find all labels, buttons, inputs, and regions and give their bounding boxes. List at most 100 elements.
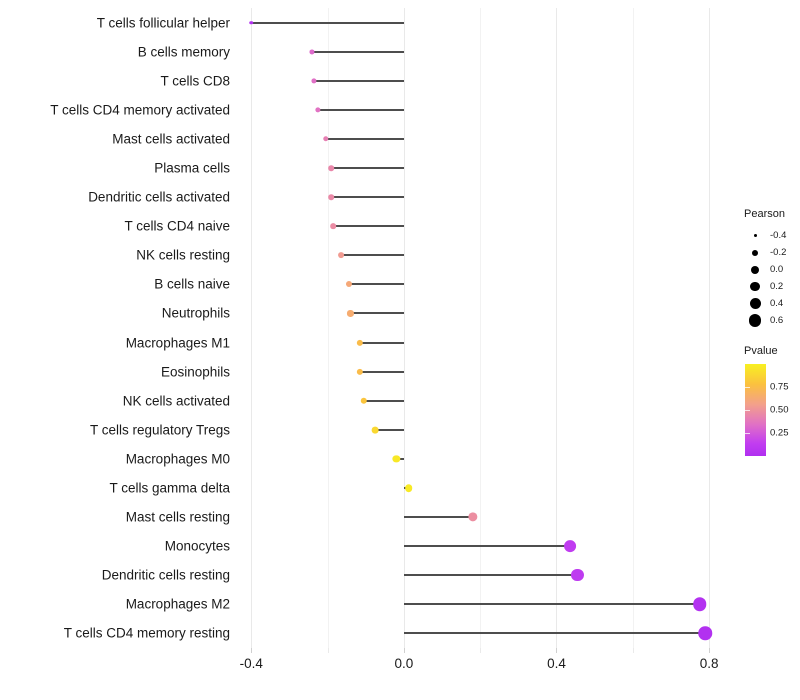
y-axis-tick-label: NK cells activated xyxy=(122,393,230,409)
x-axis-tick-label: 0.0 xyxy=(394,656,414,671)
y-axis-tick-label: NK cells resting xyxy=(136,247,230,263)
y-axis-tick-label: T cells CD4 naive xyxy=(124,218,230,234)
lollipop-stem xyxy=(333,225,404,228)
pearson-legend-item: 0.6 xyxy=(744,312,800,329)
lollipop-stem xyxy=(331,167,404,169)
y-axis-tick-label: B cells naive xyxy=(154,276,230,292)
pearson-legend-item: 0.0 xyxy=(744,261,800,278)
lollipop-stem xyxy=(325,137,404,140)
lollipop-dot xyxy=(467,512,478,522)
pearson-legend-item: 0.4 xyxy=(744,295,800,312)
pearson-legend-dot xyxy=(744,249,766,256)
pearson-legend-dot xyxy=(744,281,766,292)
pearson-legend-dot xyxy=(744,234,766,237)
pearson-legend-label: -0.4 xyxy=(770,230,787,241)
pvalue-colorbar xyxy=(745,364,766,456)
y-axis-tick-label: Macrophages M2 xyxy=(125,596,230,612)
colorbar-tick xyxy=(745,410,750,411)
pearson-legend-label: 0.4 xyxy=(770,298,784,309)
lollipop-dot xyxy=(347,310,354,317)
pearson-size-legend: Pearson -0.4 -0.2 0.0 0.2 0.4 0.6 xyxy=(744,208,800,329)
x-axis-tick-label: -0.4 xyxy=(239,656,263,671)
lollipop-stem xyxy=(363,399,404,402)
lollipop-dot xyxy=(311,78,317,84)
y-axis-tick-label: T cells CD8 xyxy=(160,73,230,89)
lollipop-dot xyxy=(392,455,400,463)
y-axis-tick-label: Dendritic cells activated xyxy=(88,189,230,205)
lollipop-stem xyxy=(403,545,570,548)
lollipop-stem xyxy=(396,457,404,460)
colorbar-tick-label: 0.75 xyxy=(770,381,789,393)
x-axis-tick xyxy=(556,648,558,653)
lollipop-dot xyxy=(249,20,253,25)
lollipop-dot xyxy=(338,252,344,259)
x-axis-minor-tick xyxy=(480,648,482,653)
lollipop-dot xyxy=(692,597,707,612)
lollipop-dot xyxy=(345,281,352,288)
gridline-major xyxy=(709,8,711,648)
y-axis-tick-label: Neutrophils xyxy=(161,305,230,321)
pearson-legend-dot xyxy=(744,314,766,327)
lollipop-stem xyxy=(348,283,404,286)
lollipop-stem xyxy=(403,603,700,606)
pearson-legend-label: 0.6 xyxy=(770,315,784,326)
x-axis-tick-label: 0.4 xyxy=(547,656,566,671)
gridline-minor xyxy=(480,8,482,648)
lollipop-stem xyxy=(360,370,404,373)
lollipop-dot xyxy=(309,49,315,55)
lollipop-dot xyxy=(698,626,713,641)
lollipop-dot xyxy=(356,339,364,346)
gridline-minor xyxy=(327,8,329,648)
lollipop-dot xyxy=(360,397,368,404)
y-axis-tick-label: B cells memory xyxy=(137,44,230,60)
x-axis-tick xyxy=(251,648,253,653)
lollipop-dot xyxy=(563,540,576,553)
y-axis-tick-label: T cells follicular helper xyxy=(96,15,230,31)
x-axis-minor-tick xyxy=(327,648,329,653)
lollipop-dot xyxy=(571,569,584,582)
lollipop-stem xyxy=(312,50,404,53)
pearson-legend-label: 0.0 xyxy=(770,264,784,275)
lollipop-dot xyxy=(322,136,329,142)
y-axis-tick-label: Monocytes xyxy=(164,538,230,554)
colorbar-wrapper: 0.75 0.50 0.25 xyxy=(744,364,800,456)
y-axis-tick-label: T cells gamma delta xyxy=(109,480,230,496)
y-axis-tick-label: Macrophages M1 xyxy=(125,335,230,351)
pearson-legend-item: 0.2 xyxy=(744,278,800,295)
lollipop-dot xyxy=(405,484,413,492)
lollipop-stem xyxy=(331,196,404,199)
pearson-legend-dot xyxy=(744,265,766,274)
lollipop-stem xyxy=(403,516,473,519)
lollipop-stem xyxy=(340,254,404,257)
lollipop-dot xyxy=(328,194,335,200)
pearson-legend-item: -0.2 xyxy=(744,244,800,261)
gridline-minor xyxy=(632,8,634,648)
pearson-legend-title: Pearson xyxy=(744,208,785,220)
x-axis-tick-label: 0.8 xyxy=(699,656,719,671)
gridline-major xyxy=(556,8,558,648)
pearson-legend-label: 0.2 xyxy=(770,281,784,292)
pearson-legend-label: -0.2 xyxy=(770,247,787,258)
pearson-legend-items: -0.4 -0.2 0.0 0.2 0.4 0.6 xyxy=(744,227,800,329)
lollipop-dot xyxy=(356,368,364,375)
y-axis-tick-label: Dendritic cells resting xyxy=(101,567,230,583)
y-axis-tick-label: Mast cells activated xyxy=(112,131,230,147)
lollipop-stem xyxy=(403,632,706,635)
x-axis: -0.4 0.0 0.4 0.8 xyxy=(236,648,732,682)
y-axis-tick-label: T cells CD4 memory resting xyxy=(63,625,230,641)
x-axis-tick xyxy=(709,648,711,653)
y-axis-labels: T cells follicular helper B cells memory T… xyxy=(0,8,230,648)
lollipop-stem xyxy=(251,21,404,24)
colorbar-tick xyxy=(745,387,750,388)
lollipop-dot xyxy=(371,426,379,434)
lollipop-stem xyxy=(350,312,404,315)
colorbar-tick xyxy=(745,433,750,434)
gridline-major xyxy=(403,8,405,648)
pvalue-color-legend: Pvalue 0.75 0.50 0.25 xyxy=(744,345,800,456)
y-axis-tick-label: T cells regulatory Tregs xyxy=(89,422,230,438)
x-axis-tick xyxy=(403,648,405,653)
pearson-legend-item: -0.4 xyxy=(744,227,800,244)
pearson-legend-dot xyxy=(744,298,766,309)
lollipop-dot xyxy=(330,223,337,229)
